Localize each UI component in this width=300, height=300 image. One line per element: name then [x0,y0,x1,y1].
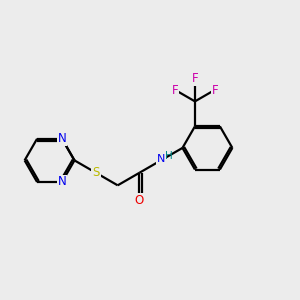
Text: H: H [165,151,173,160]
Text: N: N [58,132,66,145]
Text: F: F [212,84,218,97]
Text: S: S [92,167,100,179]
Text: F: F [172,84,178,97]
Text: N: N [58,176,66,188]
Text: N: N [157,154,165,164]
Text: F: F [192,72,198,85]
Text: O: O [135,194,144,207]
